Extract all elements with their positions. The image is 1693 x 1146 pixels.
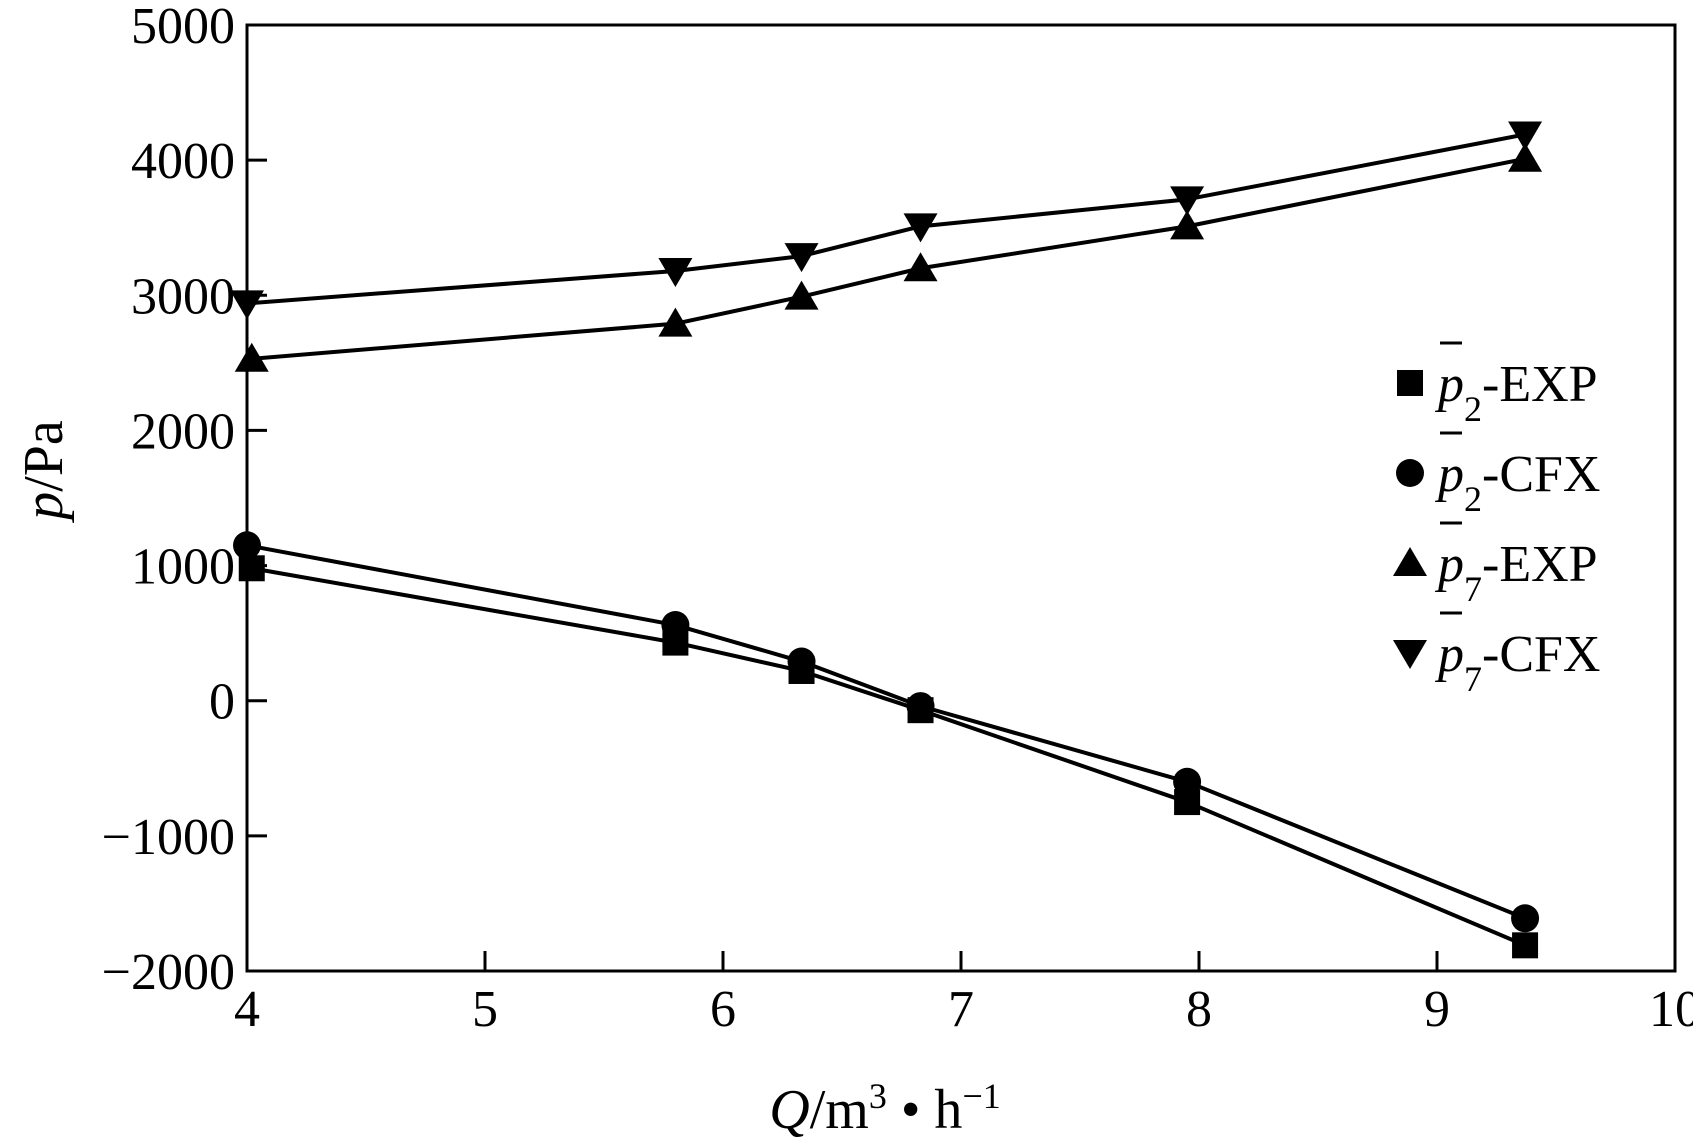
data-point-triangle-down: [230, 290, 264, 320]
x-tick-label: 10: [1649, 981, 1693, 1038]
legend-marker-triangle-up: [1393, 547, 1427, 576]
x-tick-label: 8: [1186, 981, 1212, 1038]
legend-marker-triangle-down: [1393, 640, 1427, 669]
legend-variable: p: [1434, 446, 1464, 503]
y-tick-label: 2000: [131, 403, 235, 460]
legend-entry: p2-EXP: [1397, 341, 1598, 429]
legend-marker-circle: [1396, 459, 1424, 487]
data-point-triangle-up: [903, 252, 938, 282]
x-axis-variable: Q: [769, 1079, 809, 1141]
x-tick-label: 5: [472, 981, 498, 1038]
legend-label: p7-CFX: [1434, 626, 1600, 699]
y-tick-label: −1000: [102, 809, 235, 866]
data-point-triangle-up: [1508, 142, 1543, 172]
series-2: [233, 531, 1540, 933]
data-point-triangle-down: [1508, 121, 1543, 151]
data-point-triangle-up: [658, 307, 693, 337]
series-line: [251, 566, 1526, 948]
data-point-circle: [906, 692, 935, 721]
x-tick-label: 9: [1424, 981, 1450, 1038]
series-4: [230, 121, 1543, 320]
data-point-circle: [787, 647, 816, 676]
legend-variable: p: [1434, 536, 1464, 593]
axes: 4 5 6 7 8 9 10 −2000 −1000 0 1000 2000 3000 4000 5000: [102, 0, 1693, 1038]
x-axis-unit-exponent: 3: [869, 1076, 887, 1116]
legend-entry: p7-EXP: [1393, 521, 1598, 609]
data-point-circle: [1511, 904, 1540, 933]
x-axis-unit: /m: [810, 1079, 869, 1141]
y-axis-variable: p: [13, 492, 75, 524]
y-tick-label: −2000: [102, 944, 235, 1001]
y-tick-label: 5000: [131, 0, 235, 55]
data-point-triangle-up: [234, 342, 269, 372]
legend-subscript: 7: [1464, 569, 1482, 609]
series-line: [251, 156, 1526, 361]
legend-variable: p: [1434, 356, 1464, 413]
legend-suffix: -CFX: [1482, 626, 1600, 683]
legend-variable: p: [1434, 626, 1464, 683]
series-line: [246, 543, 1526, 921]
legend-label: p2-EXP: [1434, 356, 1598, 429]
data-point-triangle-up: [784, 280, 819, 310]
legend-subscript: 2: [1464, 389, 1482, 429]
x-axis-label: Q/m3 • h−1: [769, 1076, 1001, 1141]
legend-label: p2-CFX: [1434, 446, 1600, 519]
x-tick-label: 4: [234, 981, 260, 1038]
y-tick-label: 0: [209, 674, 235, 731]
series-1: [238, 555, 1539, 959]
y-tick-label: 3000: [131, 268, 235, 325]
y-axis-unit: /Pa: [13, 420, 75, 492]
data-point-circle: [661, 611, 690, 640]
y-tick-label: 1000: [131, 539, 235, 596]
x-tick-label: 7: [948, 981, 974, 1038]
data-point-triangle-down: [784, 243, 819, 273]
x-tick-label: 6: [710, 981, 736, 1038]
data-point-square: [238, 555, 265, 582]
legend-subscript: 7: [1464, 659, 1482, 699]
legend-entry: p2-CFX: [1396, 431, 1600, 519]
data-point-triangle-down: [658, 257, 693, 287]
series-3: [234, 142, 1543, 372]
data-point-triangle-down: [903, 213, 938, 243]
legend-suffix: -EXP: [1482, 356, 1598, 413]
data-point-square: [1512, 932, 1539, 959]
legend-subscript: 2: [1464, 479, 1482, 519]
data-point-triangle-down: [1170, 186, 1205, 216]
legend-suffix: -EXP: [1482, 536, 1598, 593]
legend-marker-square: [1397, 370, 1423, 396]
x-axis-unit-rate: • h: [887, 1079, 963, 1141]
y-tick-label: 4000: [131, 133, 235, 190]
legend-entry: p7-CFX: [1393, 611, 1600, 699]
legend-suffix: -CFX: [1482, 446, 1600, 503]
data-point-circle: [233, 531, 261, 560]
data-point-circle: [1173, 767, 1202, 796]
data-point-triangle-up: [1170, 210, 1205, 240]
y-axis-label: p/Pa: [13, 420, 75, 524]
x-axis-rate-exponent: −1: [962, 1076, 1000, 1116]
series-line: [246, 132, 1526, 306]
legend-label: p7-EXP: [1434, 536, 1598, 609]
series-layer: [230, 121, 1543, 959]
